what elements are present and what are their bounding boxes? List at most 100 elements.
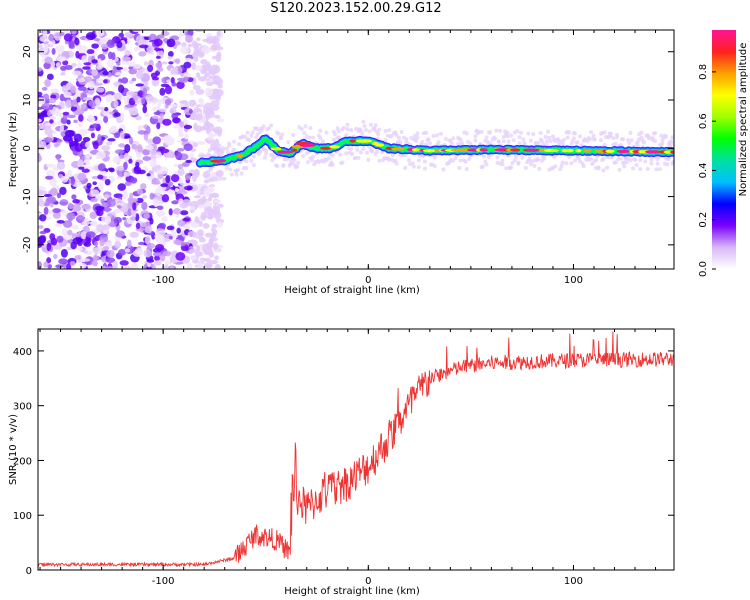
- halo-cell: [642, 140, 647, 145]
- noise-cell: [71, 70, 82, 76]
- noise-cell: [215, 54, 222, 63]
- noise-cell: [212, 204, 218, 211]
- noise-cell: [50, 88, 59, 94]
- halo-cell: [414, 138, 419, 143]
- halo-cell: [337, 152, 342, 157]
- noise-cell: [156, 34, 165, 39]
- noise-cell: [149, 192, 155, 200]
- halo-cell: [521, 137, 526, 142]
- noise-cell: [151, 76, 160, 81]
- noise-cell: [92, 141, 99, 150]
- noise-cell: [135, 222, 141, 230]
- halo-cell: [361, 119, 366, 124]
- noise-cell: [95, 156, 102, 160]
- noise-cell: [59, 124, 65, 132]
- noise-cell: [41, 102, 51, 110]
- noise-cell: [182, 217, 190, 222]
- noise-cell: [73, 110, 84, 116]
- noise-cell: [144, 225, 153, 234]
- noise-cell: [50, 94, 57, 99]
- noise-cell: [82, 136, 91, 142]
- noise-cell: [170, 77, 175, 84]
- halo-cell: [416, 165, 421, 170]
- noise-cell: [39, 230, 47, 235]
- noise-cell: [188, 109, 193, 114]
- noise-cell: [99, 170, 108, 176]
- noise-cell: [122, 266, 133, 269]
- halo-cell: [532, 163, 537, 168]
- halo-cell: [245, 130, 250, 135]
- noise-cell: [159, 113, 164, 118]
- halo-cell: [590, 161, 595, 166]
- halo-cell: [234, 172, 239, 177]
- halo-cell: [456, 141, 461, 146]
- spectrogram-frame: [37, 29, 675, 270]
- noise-cell: [179, 100, 189, 104]
- noise-cell: [95, 205, 105, 211]
- halo-cell: [596, 165, 601, 170]
- noise-cell: [77, 77, 86, 83]
- noise-cell: [38, 196, 43, 203]
- halo-cell: [403, 165, 408, 170]
- halo-cell: [653, 139, 658, 144]
- noise-cell: [44, 127, 53, 136]
- signal-hotspot: [479, 148, 488, 152]
- noise-cell: [155, 243, 165, 251]
- halo-cell: [344, 151, 349, 156]
- noise-cell: [169, 266, 175, 269]
- noise-cell: [131, 77, 137, 82]
- noise-cell: [70, 105, 78, 112]
- noise-cell: [146, 259, 155, 263]
- noise-cell: [112, 260, 119, 269]
- halo-cell: [302, 131, 307, 136]
- noise-cell: [68, 202, 73, 210]
- signal-hotspot: [349, 139, 356, 143]
- noise-cell: [92, 247, 102, 255]
- noise-cell: [54, 223, 63, 227]
- noise-cell: [136, 188, 143, 195]
- halo-cell: [296, 160, 301, 165]
- noise-cell: [62, 60, 69, 66]
- noise-cell: [128, 66, 134, 70]
- halo-cell: [601, 156, 606, 161]
- noise-cell: [46, 110, 52, 117]
- noise-cell: [97, 134, 102, 143]
- signal-hotspot: [319, 146, 332, 150]
- halo-cell: [500, 162, 505, 167]
- noise-cell: [105, 114, 115, 119]
- noise-cell: [53, 253, 58, 260]
- noise-cell: [50, 237, 58, 246]
- colorbar-tick-label: 0.4: [698, 162, 709, 178]
- noise-cell: [38, 106, 44, 111]
- noise-cell: [171, 174, 180, 183]
- noise-cell: [123, 152, 130, 161]
- halo-cell: [649, 157, 654, 162]
- halo-cell: [516, 161, 521, 166]
- noise-cell: [211, 80, 221, 85]
- noise-cell: [83, 62, 92, 66]
- halo-cell: [266, 126, 271, 131]
- noise-cell: [132, 249, 143, 257]
- noise-cell: [198, 51, 205, 59]
- noise-cell: [116, 40, 123, 49]
- halo-cell: [235, 167, 240, 172]
- noise-cell: [60, 248, 68, 258]
- noise-cell: [186, 186, 192, 191]
- noise-cell: [193, 56, 199, 63]
- noise-cell: [48, 115, 57, 121]
- noise-cell: [204, 102, 213, 111]
- noise-cell: [123, 67, 129, 72]
- halo-cell: [390, 153, 395, 158]
- noise-cell: [116, 60, 121, 66]
- noise-cell: [181, 199, 192, 207]
- colorbar-tick-label: 0.2: [698, 212, 709, 228]
- noise-cell: [105, 141, 113, 146]
- noise-cell: [156, 66, 164, 72]
- noise-cell: [208, 251, 215, 258]
- halo-cell: [602, 142, 607, 147]
- halo-cell: [249, 133, 254, 138]
- noise-cell: [197, 262, 204, 269]
- noise-cell: [43, 261, 49, 268]
- noise-cell: [63, 91, 72, 99]
- noise-cell: [217, 203, 224, 208]
